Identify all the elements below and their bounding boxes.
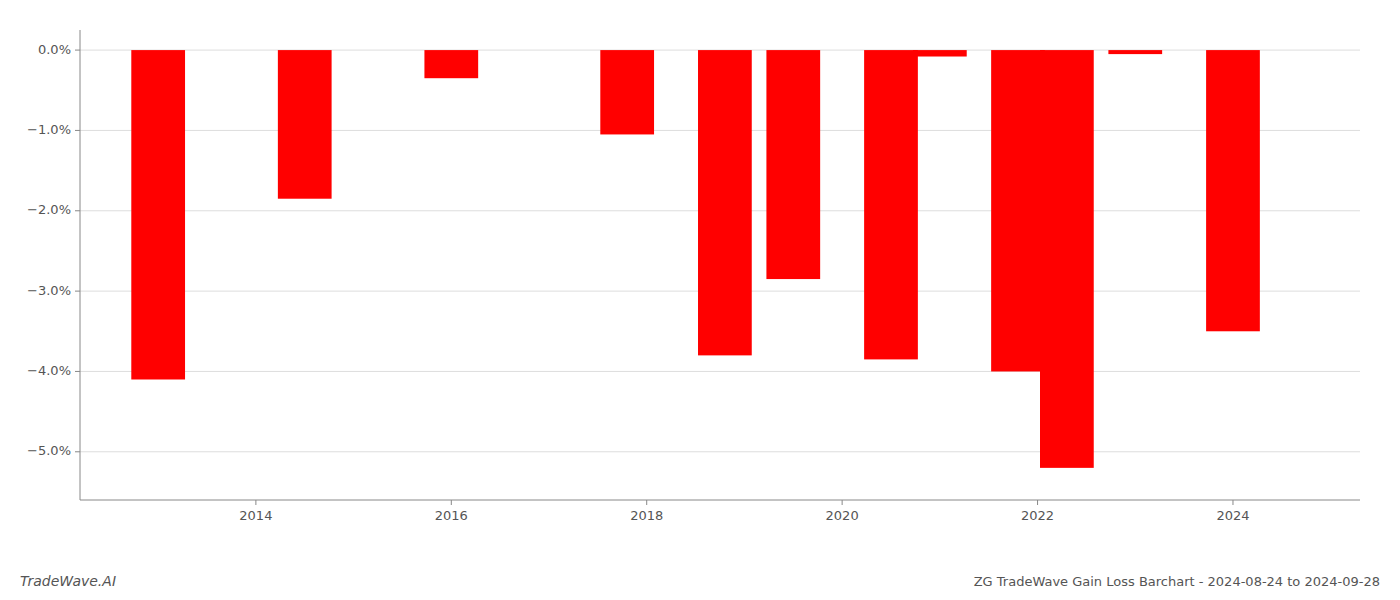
- x-axis-line: [80, 500, 1360, 501]
- title: ZG TradeWave Gain Loss Barchart - 2024-0…: [974, 574, 1380, 589]
- y-tick-label: 0.0%: [38, 42, 71, 57]
- y-tick-label: −5.0%: [27, 443, 71, 458]
- x-tick-label: 2020: [826, 508, 859, 523]
- y-tick: [75, 210, 80, 211]
- x-tick: [1232, 500, 1233, 505]
- chart: 0.0% −1.0% −2.0% −3.0% −4.0% −5.0% 2014 2016 201…: [0, 0, 1400, 600]
- bar: [278, 50, 332, 199]
- grid-line: [80, 451, 1360, 452]
- y-grid: [80, 50, 1360, 452]
- y-tick-label: −3.0%: [27, 283, 71, 298]
- y-tick: [75, 130, 80, 131]
- bar: [1040, 50, 1094, 468]
- y-axis-line: [80, 30, 81, 500]
- x-tick: [1037, 500, 1038, 505]
- x-tick: [646, 500, 647, 505]
- bar: [600, 50, 654, 134]
- y-tick: [75, 291, 80, 292]
- x-tick-label: 2014: [239, 508, 272, 523]
- x-tick: [451, 500, 452, 505]
- x-tick-label: 2018: [630, 508, 663, 523]
- x-tick-label: 2022: [1021, 508, 1054, 523]
- y-tick-label: −1.0%: [27, 122, 71, 137]
- bar: [424, 50, 478, 78]
- bar: [913, 50, 967, 56]
- x-tick: [842, 500, 843, 505]
- y-tick-label: −2.0%: [27, 202, 71, 217]
- bar: [698, 50, 752, 355]
- y-tick: [75, 50, 80, 51]
- x-tick-label: 2016: [435, 508, 468, 523]
- x-tick-label: 2024: [1216, 508, 1249, 523]
- y-tick-label: −4.0%: [27, 363, 71, 378]
- y-tick: [75, 451, 80, 452]
- bars: [131, 50, 1260, 468]
- bar: [1108, 50, 1162, 54]
- grid-line: [80, 371, 1360, 372]
- watermark: TradeWave.AI: [20, 573, 116, 589]
- bar: [131, 50, 185, 379]
- bar: [864, 50, 918, 359]
- x-tick: [255, 500, 256, 505]
- bar: [1206, 50, 1260, 331]
- y-tick: [75, 371, 80, 372]
- bar: [991, 50, 1045, 371]
- bar: [766, 50, 820, 279]
